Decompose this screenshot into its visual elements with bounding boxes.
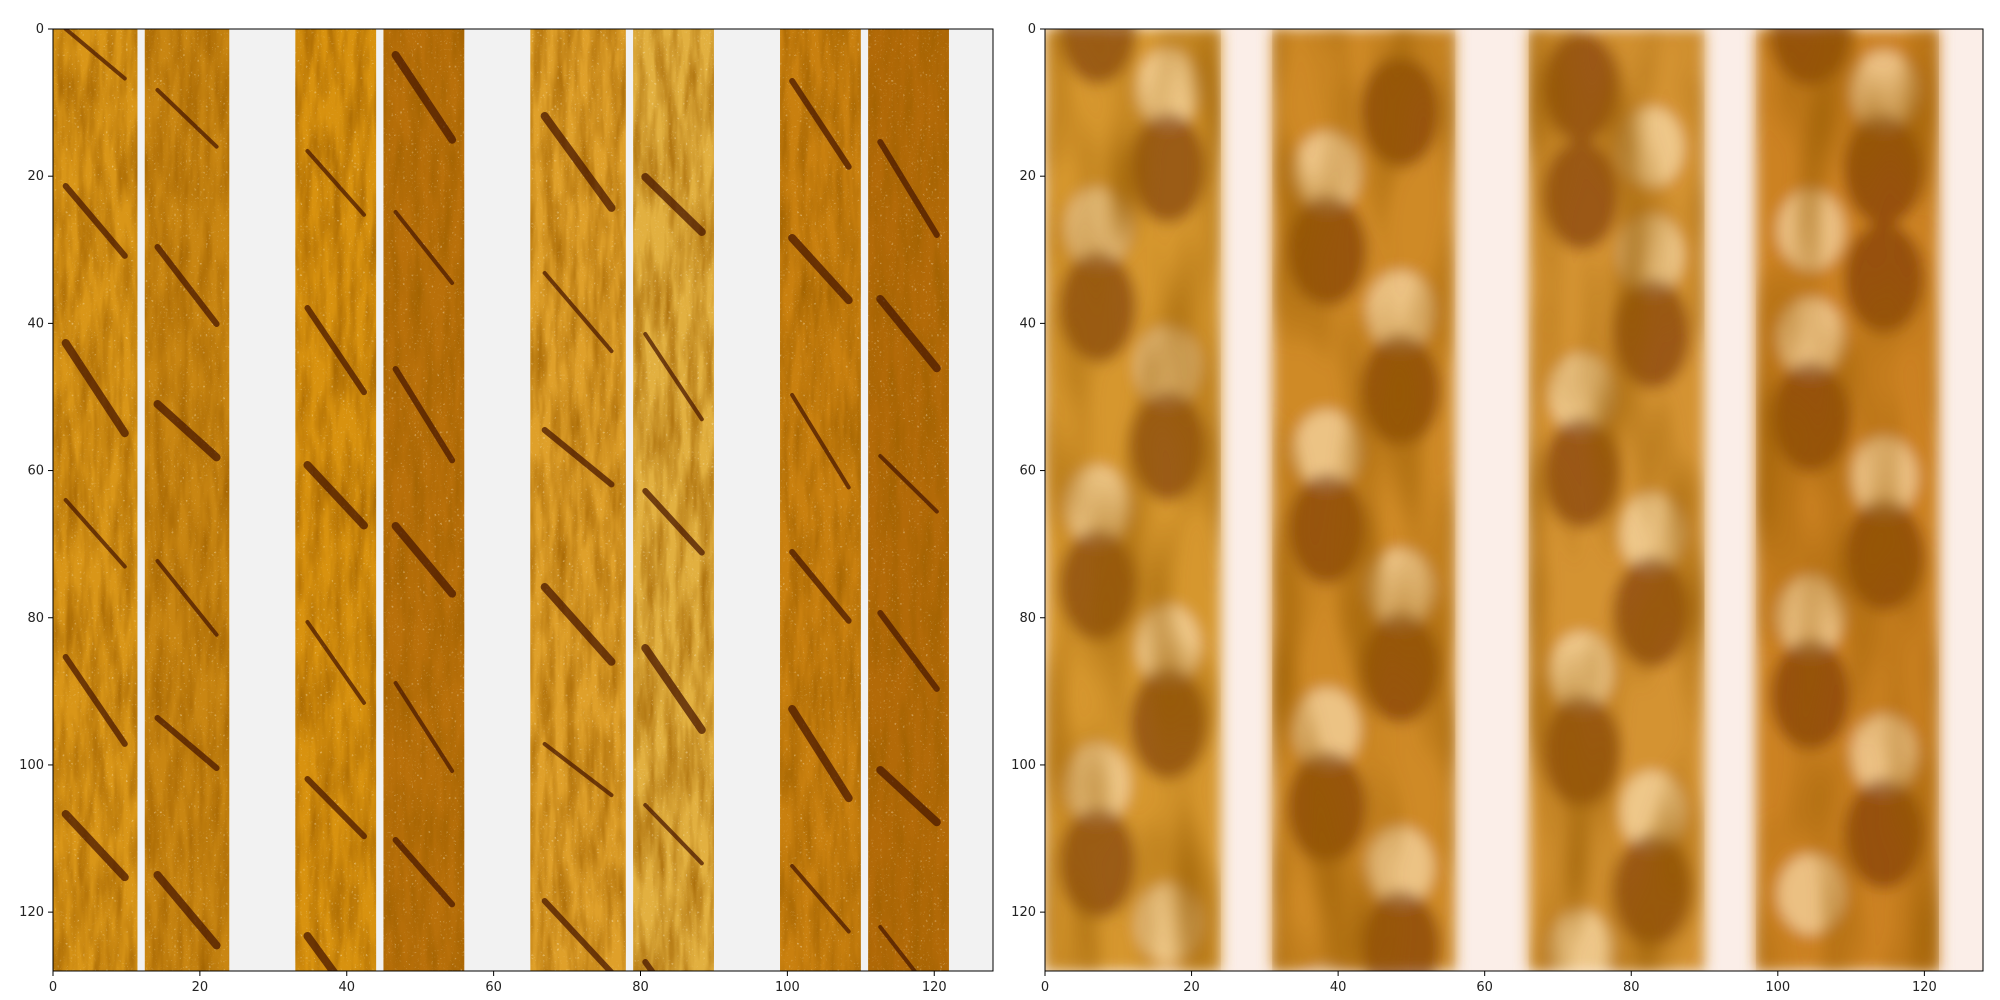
- x-tick-label: 20: [1183, 980, 1200, 995]
- x-tick-label: 40: [338, 980, 355, 995]
- x-tick-label: 20: [192, 980, 209, 995]
- texture-band: [1272, 29, 1456, 971]
- texture-band: [295, 29, 377, 971]
- y-tick-label: 80: [1019, 611, 1036, 626]
- y-tick-label: 80: [27, 611, 44, 626]
- y-tick-label: 120: [19, 905, 44, 920]
- texture-band: [868, 29, 949, 971]
- x-tick-label: 120: [922, 980, 947, 995]
- texture-band: [383, 29, 465, 971]
- texture-band: [633, 29, 714, 971]
- x-tick-label: 100: [1765, 980, 1790, 995]
- y-tick-label: 20: [27, 169, 44, 184]
- x-tick-label: 60: [485, 980, 502, 995]
- x-tick-label: 40: [1330, 980, 1347, 995]
- right-image-area: [1045, 29, 1983, 971]
- left-image-area: [53, 29, 993, 971]
- left-image-panel: 0 20 40 60 80 100 120 0 20 40 60 80 100 120: [19, 22, 994, 995]
- y-tick-label: 100: [19, 758, 44, 773]
- texture-band: [1045, 29, 1221, 971]
- right-image-panel: 0 20 40 60 80 100 120 0 20 40 60 80 100 120: [1011, 22, 1984, 995]
- x-tick-label: 0: [1041, 980, 1049, 995]
- texture-band: [530, 29, 626, 971]
- axes-frame: [52, 28, 994, 972]
- y-tick-label: 60: [1019, 464, 1036, 479]
- y-tick-label: 0: [36, 22, 44, 37]
- y-tick-label: 40: [27, 316, 44, 331]
- y-tick-label: 120: [1011, 905, 1036, 920]
- y-tick-label: 100: [1011, 758, 1036, 773]
- y-tick-label: 60: [27, 464, 44, 479]
- texture-band: [53, 29, 138, 971]
- y-tick-label: 20: [1019, 169, 1036, 184]
- x-tick-label: 80: [632, 980, 649, 995]
- x-tick-label: 80: [1623, 980, 1640, 995]
- x-tick-label: 120: [1912, 980, 1937, 995]
- y-tick-label: 40: [1019, 316, 1036, 331]
- x-tick-label: 0: [49, 980, 57, 995]
- y-tick-label: 0: [1028, 22, 1036, 37]
- texture-band: [1528, 29, 1705, 971]
- texture-band: [780, 29, 861, 971]
- x-tick-label: 60: [1476, 980, 1493, 995]
- axes-frame: [1044, 28, 1984, 972]
- x-tick-label: 100: [775, 980, 800, 995]
- texture-band: [1755, 29, 1940, 971]
- texture-band: [144, 29, 230, 971]
